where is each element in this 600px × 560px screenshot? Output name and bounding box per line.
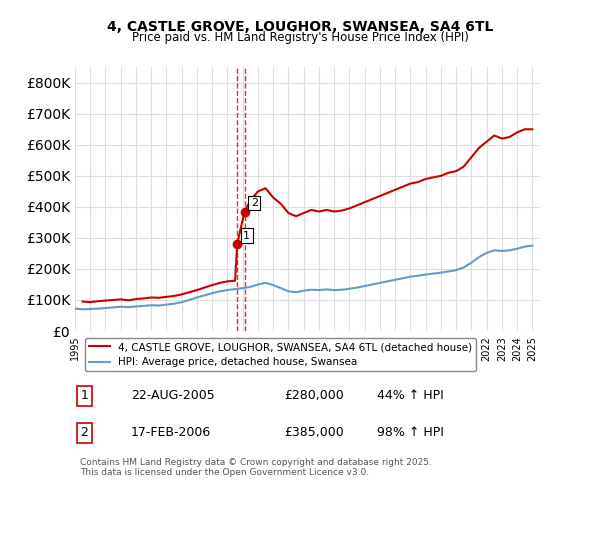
Text: 2: 2 [80, 426, 88, 440]
Text: £280,000: £280,000 [284, 390, 344, 403]
Text: Contains HM Land Registry data © Crown copyright and database right 2025.
This d: Contains HM Land Registry data © Crown c… [80, 458, 431, 477]
Text: 4, CASTLE GROVE, LOUGHOR, SWANSEA, SA4 6TL: 4, CASTLE GROVE, LOUGHOR, SWANSEA, SA4 6… [107, 20, 493, 34]
Text: 44% ↑ HPI: 44% ↑ HPI [377, 390, 444, 403]
Text: 2: 2 [251, 198, 258, 208]
Text: 1: 1 [80, 390, 88, 403]
Text: £385,000: £385,000 [284, 426, 344, 440]
Text: 98% ↑ HPI: 98% ↑ HPI [377, 426, 444, 440]
Text: 22-AUG-2005: 22-AUG-2005 [131, 390, 215, 403]
Text: 1: 1 [244, 231, 250, 240]
Legend: 4, CASTLE GROVE, LOUGHOR, SWANSEA, SA4 6TL (detached house), HPI: Average price,: 4, CASTLE GROVE, LOUGHOR, SWANSEA, SA4 6… [85, 338, 476, 371]
Text: 17-FEB-2006: 17-FEB-2006 [131, 426, 211, 440]
Text: Price paid vs. HM Land Registry's House Price Index (HPI): Price paid vs. HM Land Registry's House … [131, 31, 469, 44]
